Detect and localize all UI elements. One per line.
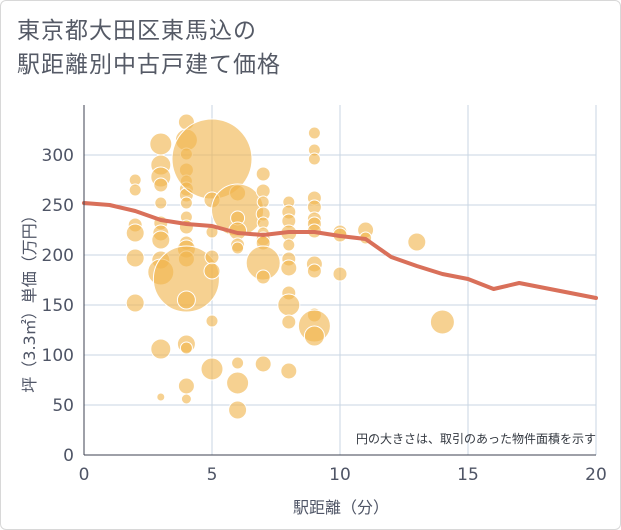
bubble-point [205,314,219,328]
x-tick-label: 0 [79,465,90,485]
bubble-point [254,355,272,373]
bubble-point [282,238,296,252]
bubble-point [176,290,196,310]
axes: 0 50 100 150 200 250 300 0 5 10 15 20 [42,105,607,485]
bubble-point [303,325,325,347]
x-tick-label: 15 [457,465,479,485]
bubble-point [156,392,166,402]
title-line-2: 駅距離別中古戸建て価格 [17,52,281,78]
bubble-point [203,262,221,280]
x-axis-title: 駅距離（分） [293,498,389,517]
y-tick-label: 150 [42,296,74,316]
bubble-point [231,356,245,370]
size-note: 円の大きさは、取引のあった物件面積を示す [356,431,596,446]
y-tick-label: 200 [42,246,74,266]
y-tick-label: 0 [63,446,74,466]
bubble-point [150,338,172,360]
bubble-point [228,400,248,420]
y-tick-label: 300 [42,146,74,166]
bubble-point [125,293,145,313]
bubble-point [128,183,142,197]
bubble-point [179,341,193,355]
bubble-point [179,196,193,210]
bubble-point [152,245,220,313]
bubble-point [306,263,322,279]
bubble-point [307,126,321,140]
bubble-point [125,223,145,243]
y-tick-label: 100 [42,346,74,366]
bubble-point [332,266,348,282]
bubble-point [180,393,192,405]
y-tick-label: 250 [42,196,74,216]
bubble-point [231,241,245,255]
bubble-point [125,248,145,268]
bubble-point [204,249,220,265]
x-tick-label: 10 [329,465,351,485]
bubble-point [153,177,169,193]
bubble-point [255,269,271,285]
chart-title: 東京都大田区東馬込の 駅距離別中古戸建て価格 [17,14,281,82]
bubble-point [226,371,250,395]
y-tick-label: 50 [52,396,74,416]
bubble-point [255,166,271,182]
bubble-point [280,259,298,277]
bubble-point [256,195,270,209]
bubble-layer [125,113,455,420]
bubble-point [277,293,301,317]
bubble-point [280,362,298,380]
bubble-point [154,196,168,210]
x-tick-label: 20 [585,465,607,485]
bubble-point [151,230,171,250]
bubble-point [149,132,173,156]
bubble-point [307,152,321,166]
bubble-point [281,314,297,330]
bubble-point [429,309,455,335]
x-tick-label: 5 [207,465,218,485]
bubble-point [407,232,427,252]
average-price-line [82,201,598,300]
bubble-point [200,357,224,381]
title-line-1: 東京都大田区東馬込の [17,18,257,44]
bubble-point [177,377,195,395]
y-axis-title: 坪（3.3㎡）単価（万円） [20,207,39,392]
series-layer [82,201,598,300]
